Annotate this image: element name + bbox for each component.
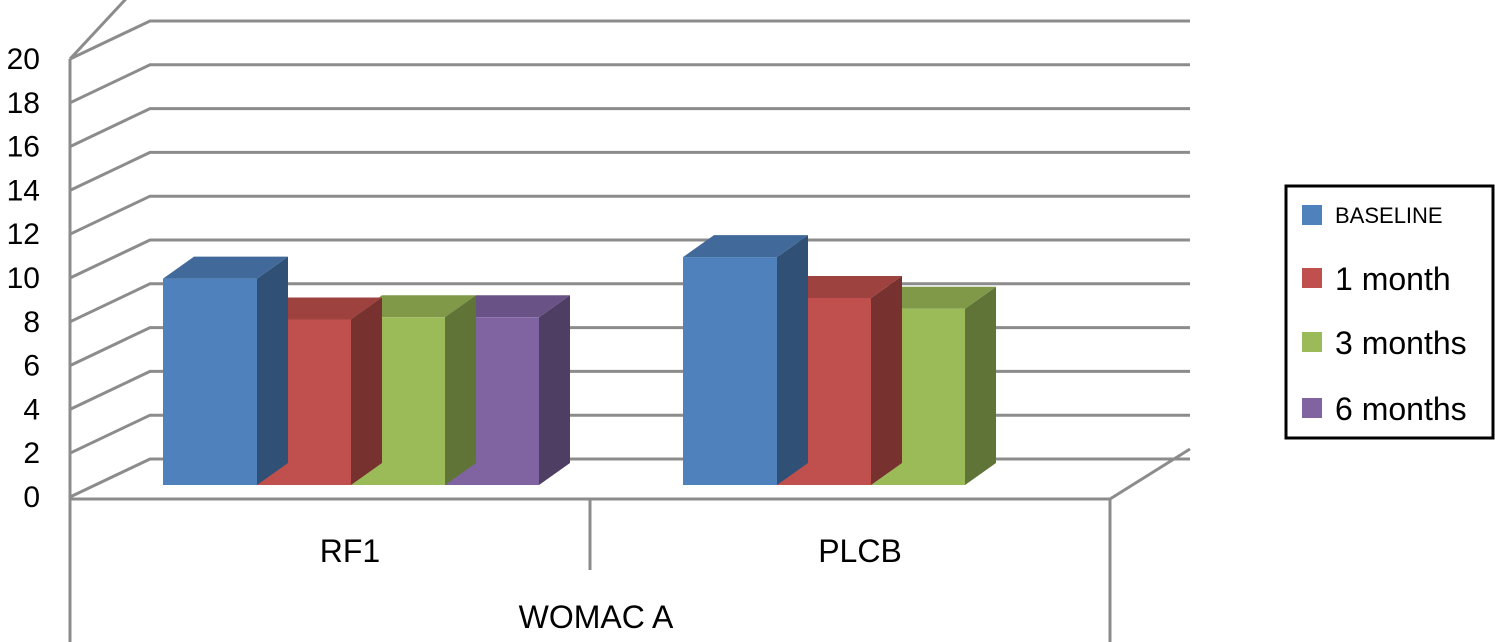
legend-label-6-months: 6 months [1335,391,1467,427]
legend-swatch-1-month [1302,268,1322,288]
legend: BASELINE 1 month 3 months 6 months [1284,184,1495,440]
bar-top [257,297,382,320]
gridline-20 [69,19,1190,61]
y-tick-label-12: 12 [7,218,40,251]
bar-plcb-baseline [683,235,808,485]
bar-top [871,286,996,309]
group-label: WOMAC A [519,599,674,635]
bar-side [351,297,382,485]
floor-right-edge [1109,447,1191,501]
bar-front [163,278,257,485]
category-label-plcb: PLCB [818,533,902,569]
legend-label-3-months: 3 months [1335,325,1467,361]
y-tick-label-4: 4 [23,393,40,426]
y-tick-label-2: 2 [23,437,40,470]
bars-layer [163,235,996,485]
y-tick-label-16: 16 [7,131,40,164]
y-tick-label-18: 18 [7,87,40,120]
legend-label-baseline: BASELINE [1335,203,1443,228]
axis-layer: 0 2 4 6 8 10 12 14 16 18 20 RF1 PLCB WOMAC A [7,43,1191,642]
bar-top [445,295,570,318]
y-tick-label-8: 8 [23,306,40,339]
legend-label-1-month: 1 month [1335,261,1451,297]
gridline-top-diagonal [68,0,127,61]
y-tick-label-10: 10 [7,262,40,295]
bar-side [965,286,996,485]
y-tick-label-6: 6 [23,350,40,383]
gridline-12 [69,194,1190,236]
bar-rf1-baseline [163,256,288,485]
bar-side [257,256,288,485]
legend-swatch-6-months [1302,398,1322,418]
gridline-10 [69,238,1190,280]
bar-top [777,275,902,298]
legend-swatch-3-months [1302,332,1322,352]
bar-front [683,257,777,485]
grid-layer [68,0,1190,499]
category-label-rf1: RF1 [320,533,380,569]
gridline-16 [69,107,1190,148]
legend-frame [1284,184,1495,440]
y-tick-label-20: 20 [7,43,40,76]
bar-side [777,235,808,485]
y-tick-label-14: 14 [7,174,40,207]
y-tick-label-0: 0 [23,481,40,514]
bar-side [871,275,902,485]
bar-top [163,256,288,279]
legend-swatch-baseline [1302,205,1322,225]
gridline-18 [69,63,1190,105]
bar-side [539,295,570,485]
bar-side [445,295,476,485]
bar-top [351,295,476,318]
bar-top [683,235,808,258]
gridline-14 [69,150,1190,192]
